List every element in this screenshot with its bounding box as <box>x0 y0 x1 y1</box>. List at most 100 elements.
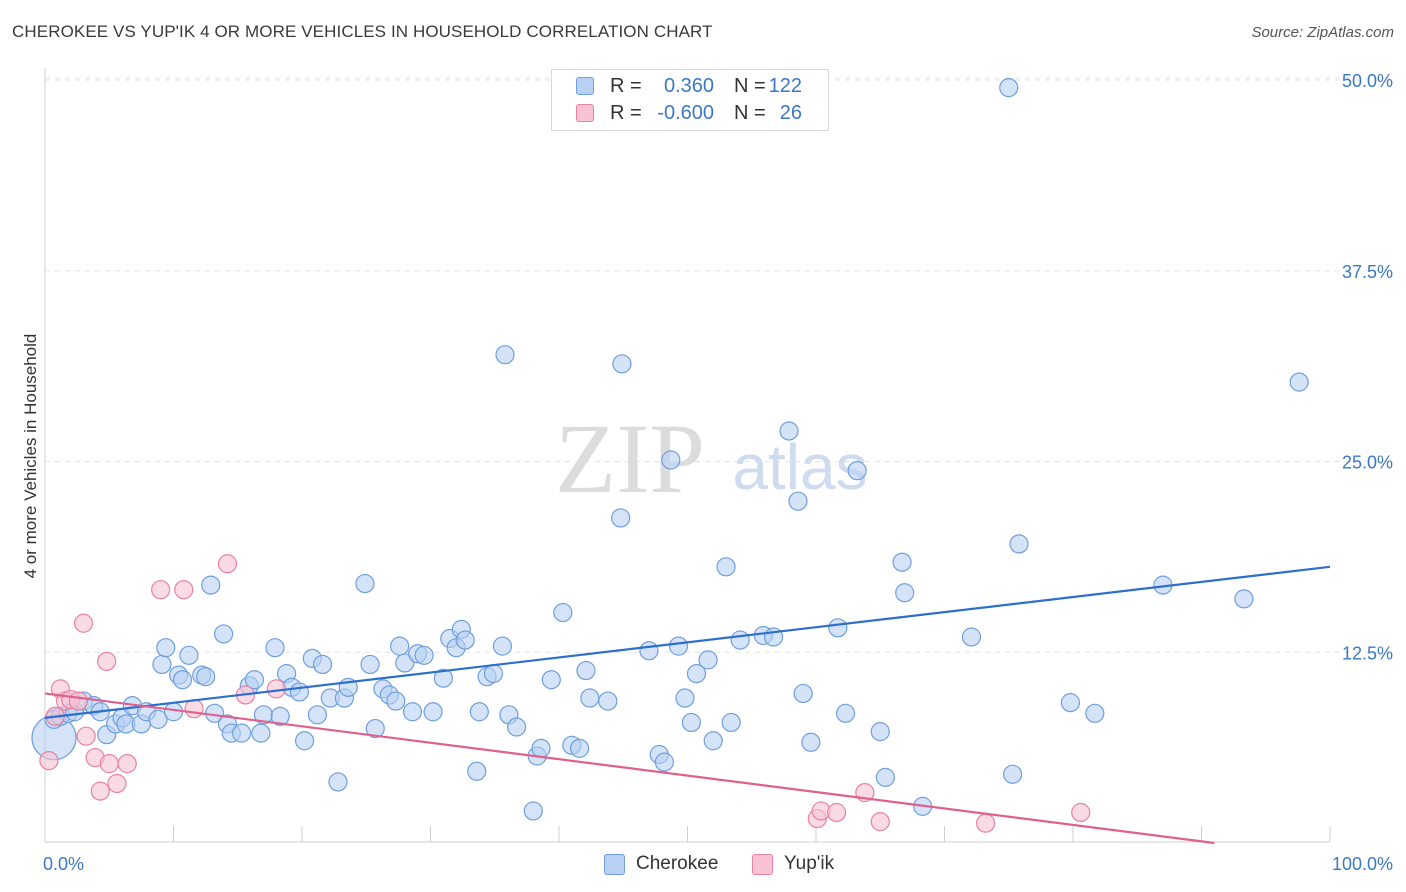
cherokee-point <box>569 738 590 758</box>
y-tick-label: 50.0% <box>1342 71 1393 91</box>
cherokee-point <box>835 703 856 723</box>
legend-row-yupik: R = -0.600 N = 26 <box>552 100 828 126</box>
cherokee-point <box>703 731 723 751</box>
cherokee-point <box>492 636 513 656</box>
yupik-point <box>184 699 204 719</box>
cherokee-point <box>541 670 561 690</box>
yupik-point <box>217 554 238 574</box>
cherokee-point <box>999 78 1019 98</box>
legend-row-cherokee: R = 0.360 N = 122 <box>552 73 828 99</box>
yupik-point <box>68 691 89 711</box>
cherokee-point <box>1003 764 1023 784</box>
series-legend-label: Yup'ik <box>784 853 835 874</box>
cherokee-point <box>793 683 813 704</box>
cherokee-point <box>553 602 573 623</box>
cherokee-point <box>875 767 895 787</box>
cherokee-point <box>675 688 695 708</box>
cherokee-point <box>265 638 285 658</box>
cherokee-point <box>433 668 453 688</box>
legend-n-value: 122 <box>768 75 802 97</box>
yupik-point <box>174 580 194 600</box>
cherokee-point <box>661 450 681 470</box>
legend-n-label: N = <box>734 75 766 97</box>
cherokee-point <box>156 638 176 658</box>
legend-r-value: -0.600 <box>657 102 714 124</box>
points-layer <box>31 78 1309 833</box>
cherokee-point <box>251 723 271 743</box>
cherokee-point <box>612 354 632 374</box>
cherokee-point <box>779 421 799 441</box>
yupik-point <box>76 726 96 746</box>
cherokee-point <box>523 801 543 821</box>
yupik-point <box>97 651 117 672</box>
cherokee-point <box>483 664 504 684</box>
cherokee-point <box>1009 534 1029 554</box>
cherokee-point <box>214 624 234 644</box>
y-axis-label: 4 or more Vehicles in Household <box>21 334 40 579</box>
cherokee-point <box>1060 693 1081 713</box>
cherokee-point <box>270 706 290 726</box>
yupik-point <box>976 813 996 833</box>
cherokee-point <box>828 618 848 638</box>
cherokee-point <box>328 772 348 792</box>
cherokee-point <box>686 664 707 684</box>
legend-n-value: 26 <box>779 102 802 124</box>
yupik-point <box>39 750 59 771</box>
cherokee-point <box>179 645 199 665</box>
cherokee-point <box>801 732 821 752</box>
cherokee-point <box>1085 703 1105 723</box>
yupik-point <box>99 754 119 774</box>
cherokee-point <box>294 731 315 751</box>
cherokee-point <box>1289 372 1309 392</box>
series-legend-swatch-yupik <box>752 854 773 875</box>
cherokee-point <box>390 636 410 656</box>
label-layer: 12.5% 25.0% 37.5% 50.0% 0.0% 100.0% 4 or more … <box>21 71 1393 874</box>
trend-layer <box>44 565 1331 845</box>
chart-title: CHEROKEE VS YUP'IK 4 OR MORE VEHICLES IN… <box>12 22 713 41</box>
x-tick-label: 0.0% <box>43 854 84 874</box>
cherokee-point <box>307 705 328 725</box>
series-legend-label: Cherokee <box>636 853 719 874</box>
cherokee-point <box>895 583 915 603</box>
cherokee-point <box>1234 589 1254 609</box>
legend-r-value: 0.360 <box>663 75 714 97</box>
cherokee-point <box>148 709 168 729</box>
yupik-point <box>107 773 127 794</box>
cherokee-point <box>730 630 750 650</box>
cherokee-point <box>469 702 489 722</box>
cherokee-point <box>467 761 487 781</box>
cherokee-point <box>402 702 423 722</box>
x-tick-label: 100.0% <box>1332 854 1393 874</box>
series-legend: Cherokee Yup'ik <box>0 851 1406 879</box>
cherokee-point <box>721 712 741 733</box>
cherokee-point <box>232 723 252 743</box>
cherokee-point <box>201 575 221 595</box>
stats-legend: R = 0.360 N = 122 R = -0.600 N = 26 <box>551 69 829 131</box>
cherokee-point <box>360 654 380 675</box>
cherokee-point <box>414 645 434 665</box>
legend-swatch-cherokee <box>576 77 594 95</box>
yupik-point <box>117 754 137 774</box>
cherokee-point <box>495 345 515 365</box>
cherokee-point <box>654 752 674 772</box>
cherokee-point <box>870 722 890 742</box>
cherokee-point <box>668 636 689 656</box>
watermark-zip: ZIP <box>555 403 705 514</box>
cherokee-point <box>289 682 310 702</box>
cherokee-point <box>847 461 867 481</box>
cherokee-point <box>423 702 443 722</box>
cherokee-point <box>196 667 216 687</box>
cherokee-point <box>386 691 406 711</box>
cherokee-point <box>312 654 333 675</box>
yupik-point <box>1071 802 1091 823</box>
cherokee-point <box>788 491 808 511</box>
legend-n-label: N = <box>734 102 766 124</box>
cherokee-point <box>716 557 736 577</box>
legend-swatch-yupik <box>576 104 594 122</box>
legend-r-label: R = <box>610 102 642 124</box>
cherokee-trendline <box>44 565 1331 719</box>
cherokee-point <box>531 738 551 758</box>
cherokee-point <box>580 688 600 708</box>
y-tick-label: 12.5% <box>1342 643 1393 663</box>
